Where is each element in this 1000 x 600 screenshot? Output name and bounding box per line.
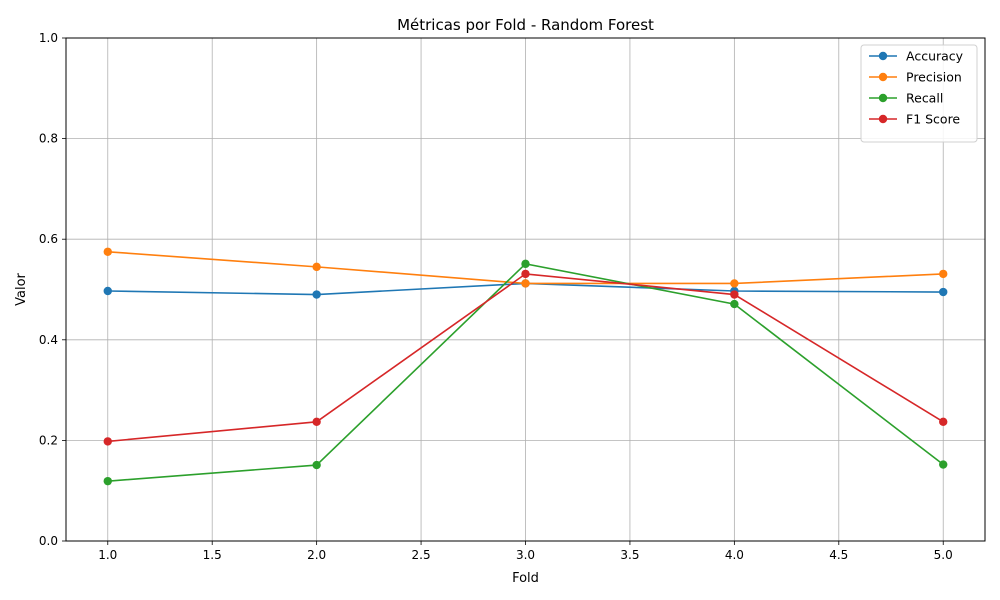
data-point bbox=[312, 290, 321, 299]
legend-item: F1 Score bbox=[869, 112, 960, 127]
legend-marker bbox=[878, 93, 888, 103]
x-tick-label: 2.0 bbox=[307, 548, 326, 562]
data-point bbox=[521, 259, 530, 269]
data-point bbox=[103, 476, 112, 486]
legend-box bbox=[860, 44, 978, 143]
y-tick-label: 0.4 bbox=[39, 333, 58, 347]
series bbox=[103, 247, 948, 486]
legend: Accuracy Precision Recall F1 Score bbox=[860, 44, 978, 143]
legend-label: F1 Score bbox=[906, 112, 960, 127]
y-axis-label: Valor bbox=[14, 272, 29, 305]
data-point bbox=[103, 286, 112, 296]
y-tick-label: 0.8 bbox=[39, 132, 58, 146]
data-point bbox=[730, 299, 739, 309]
y-tick-label: 1.0 bbox=[39, 31, 58, 45]
data-point bbox=[939, 269, 948, 279]
legend-marker bbox=[878, 72, 888, 82]
y-tick-label: 0.6 bbox=[39, 232, 58, 246]
x-tick-label: 2.5 bbox=[412, 548, 431, 562]
series-recall bbox=[103, 259, 948, 486]
legend-label: Recall bbox=[906, 91, 943, 106]
x-tick-label: 1.0 bbox=[98, 548, 117, 562]
data-point bbox=[521, 269, 530, 279]
legend-item: Accuracy bbox=[869, 49, 964, 64]
legend-item: Precision bbox=[869, 70, 962, 85]
x-tick-label: 3.0 bbox=[516, 548, 535, 562]
y-tick-label: 0.2 bbox=[39, 433, 58, 447]
x-tick-label: 1.5 bbox=[203, 548, 222, 562]
ticks: 1.0 1.5 2.0 2.5 3.0 3.5 4.0 4.5 5.0 0.0 0.2 0.4 0.6 0… bbox=[39, 31, 953, 562]
data-point bbox=[730, 279, 739, 288]
legend-item: Recall bbox=[869, 91, 943, 106]
data-point bbox=[939, 460, 948, 469]
legend-label: Accuracy bbox=[906, 49, 964, 64]
plot-frame bbox=[65, 37, 986, 542]
legend-marker bbox=[878, 114, 888, 124]
legend-label: Precision bbox=[906, 70, 962, 85]
data-point bbox=[103, 437, 112, 446]
data-point bbox=[939, 417, 948, 426]
data-point bbox=[521, 279, 530, 288]
chart-title: Métricas por Fold - Random Forest bbox=[397, 16, 654, 34]
x-tick-label: 5.0 bbox=[934, 548, 953, 562]
legend-marker bbox=[878, 51, 888, 61]
data-point bbox=[939, 287, 948, 297]
data-point bbox=[103, 247, 112, 256]
grid bbox=[66, 37, 985, 542]
series-f1-score bbox=[103, 269, 948, 446]
data-point bbox=[312, 460, 321, 470]
x-tick-label: 3.5 bbox=[620, 548, 639, 562]
x-tick-label: 4.0 bbox=[725, 548, 744, 562]
x-tick-label: 4.5 bbox=[829, 548, 848, 562]
data-point bbox=[312, 262, 321, 272]
data-point bbox=[312, 417, 321, 426]
series-precision bbox=[103, 247, 948, 288]
data-point bbox=[730, 290, 739, 299]
y-tick-label: 0.0 bbox=[39, 534, 58, 548]
x-axis-label: Fold bbox=[512, 571, 539, 586]
